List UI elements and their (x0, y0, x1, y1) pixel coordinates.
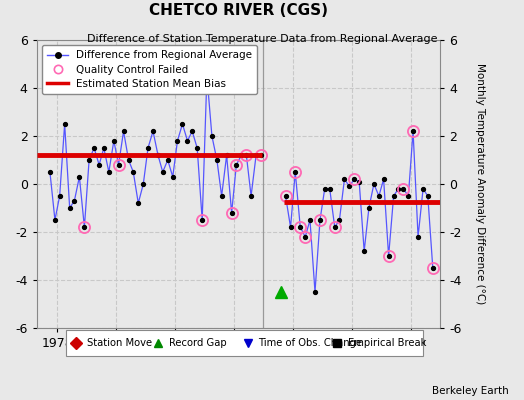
Text: Berkeley Earth: Berkeley Earth (432, 386, 508, 396)
Y-axis label: Monthly Temperature Anomaly Difference (°C): Monthly Temperature Anomaly Difference (… (475, 63, 485, 305)
Text: Station Move: Station Move (87, 338, 152, 348)
Text: Difference of Station Temperature Data from Regional Average: Difference of Station Temperature Data f… (87, 34, 437, 44)
Legend: Difference from Regional Average, Quality Control Failed, Estimated Station Mean: Difference from Regional Average, Qualit… (42, 45, 257, 94)
FancyBboxPatch shape (66, 330, 423, 356)
Title: CHETCO RIVER (CGS): CHETCO RIVER (CGS) (149, 3, 328, 18)
Text: Time of Obs. Change: Time of Obs. Change (258, 338, 363, 348)
Text: Record Gap: Record Gap (169, 338, 227, 348)
Text: Empirical Break: Empirical Break (348, 338, 426, 348)
